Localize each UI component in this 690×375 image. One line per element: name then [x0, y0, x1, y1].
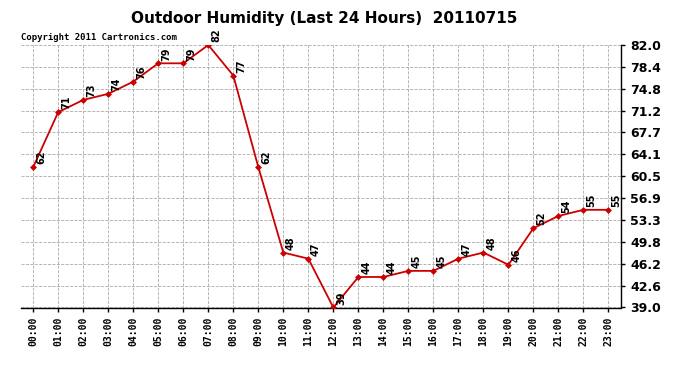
Text: 46: 46: [511, 249, 521, 262]
Text: 48: 48: [286, 236, 296, 250]
Text: 71: 71: [61, 96, 71, 109]
Text: 76: 76: [136, 65, 146, 79]
Text: 74: 74: [111, 78, 121, 91]
Text: 77: 77: [236, 59, 246, 73]
Text: 82: 82: [211, 28, 221, 42]
Text: 52: 52: [536, 212, 546, 225]
Text: 73: 73: [86, 84, 96, 97]
Text: 44: 44: [386, 261, 396, 274]
Text: 47: 47: [461, 242, 471, 256]
Text: 55: 55: [586, 194, 596, 207]
Text: 45: 45: [436, 255, 446, 268]
Text: 47: 47: [311, 242, 321, 256]
Text: 39: 39: [336, 291, 346, 305]
Text: 45: 45: [411, 255, 421, 268]
Text: Copyright 2011 Cartronics.com: Copyright 2011 Cartronics.com: [21, 33, 177, 42]
Text: Outdoor Humidity (Last 24 Hours)  20110715: Outdoor Humidity (Last 24 Hours) 2011071…: [131, 11, 518, 26]
Text: 79: 79: [161, 47, 171, 60]
Text: 55: 55: [611, 194, 621, 207]
Text: 79: 79: [186, 47, 196, 60]
Text: 54: 54: [561, 200, 571, 213]
Text: 48: 48: [486, 236, 496, 250]
Text: 44: 44: [361, 261, 371, 274]
Text: 62: 62: [261, 151, 271, 164]
Text: 62: 62: [36, 151, 46, 164]
